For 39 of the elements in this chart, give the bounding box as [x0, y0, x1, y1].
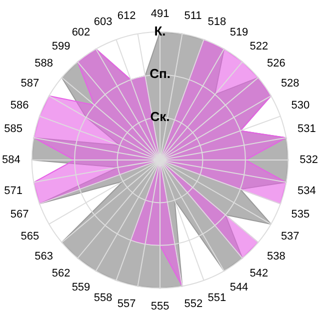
spoke-label: 532: [300, 154, 318, 166]
spoke-label: 585: [4, 123, 22, 136]
spoke-label: 603: [94, 16, 112, 28]
spoke-label: 555: [150, 300, 170, 312]
spoke-label: 584: [2, 154, 20, 166]
y-tick-label: К.: [154, 23, 166, 38]
y-tick-label: Сп.: [150, 66, 170, 82]
spoke-label: 535: [291, 208, 310, 220]
spoke-label: 511: [184, 10, 202, 22]
spoke-label: 612: [117, 10, 136, 22]
spoke-label: 588: [34, 58, 54, 70]
spoke-label: 530: [291, 100, 310, 112]
spoke-label: 542: [250, 268, 268, 280]
spoke-label: 518: [208, 16, 226, 28]
spoke-label: 562: [52, 268, 70, 280]
spoke-label: 558: [94, 292, 112, 304]
spoke-label: 557: [117, 298, 136, 310]
spoke-label: 534: [298, 184, 316, 197]
spoke-label: 522: [250, 40, 268, 52]
spoke-label: 551: [208, 292, 226, 304]
spoke-label: 552: [184, 298, 203, 310]
spoke-label: 538: [266, 250, 286, 262]
spoke-label: 559: [72, 282, 90, 294]
spoke-label: 531: [298, 123, 316, 136]
spoke-label: 544: [230, 282, 248, 294]
spoke-label: 537: [280, 230, 300, 242]
spoke-label: 587: [20, 78, 40, 90]
spoke-label: 586: [10, 100, 29, 112]
spoke-label: 528: [280, 78, 300, 90]
spoke-label: 565: [20, 230, 40, 242]
spoke-label: 599: [52, 40, 70, 52]
spoke-label: 571: [4, 184, 22, 197]
spoke-label: 519: [230, 26, 248, 38]
y-tick-label: Ск.: [150, 108, 170, 124]
spoke-label: 567: [10, 208, 29, 220]
spoke-label: 602: [72, 26, 90, 38]
spoke-label: 563: [34, 250, 54, 262]
spoke-label: 526: [266, 58, 286, 70]
spoke-label: 491: [150, 8, 170, 20]
